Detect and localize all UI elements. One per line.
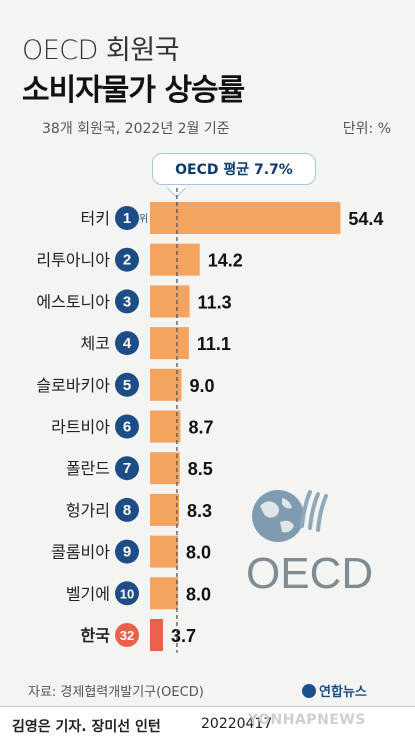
rank-number: 5 bbox=[123, 377, 131, 394]
footer-bar bbox=[0, 706, 415, 751]
chart-subtitle: 38개 회원국, 2022년 2월 기준 bbox=[42, 121, 230, 137]
rank-number: 2 bbox=[123, 252, 131, 269]
category-label: 체코 bbox=[81, 334, 110, 353]
oecd-logo-text: OECD bbox=[246, 549, 373, 598]
value-label: 8.3 bbox=[187, 501, 212, 521]
rank-badge bbox=[115, 289, 139, 314]
bar bbox=[150, 202, 341, 234]
rank-number: 9 bbox=[123, 544, 131, 561]
bar bbox=[150, 327, 189, 360]
rank-badge bbox=[115, 372, 139, 397]
bar-chart: 터키 1 위 54.4 리투아니아 2 14.2 에스토니아 3 11.3 체코 4 11.1 슬로바키아… bbox=[36, 188, 383, 653]
bar bbox=[150, 493, 180, 526]
bar bbox=[150, 535, 178, 568]
unit-label: 단위: % bbox=[342, 121, 391, 137]
value-label: 8.0 bbox=[186, 584, 211, 604]
rank-suffix: 위 bbox=[139, 212, 148, 225]
bars-layer: 터키 1 위 54.4 리투아니아 2 14.2 에스토니아 3 11.3 체코 4 11.1 슬로바키아… bbox=[36, 202, 383, 651]
rank-number: 7 bbox=[123, 460, 131, 477]
category-label: 리투아니아 bbox=[36, 251, 110, 270]
category-label: 에스토니아 bbox=[36, 292, 110, 311]
bar bbox=[150, 452, 180, 485]
rank-number: 8 bbox=[123, 502, 131, 519]
rank-number: 32 bbox=[120, 628, 134, 643]
value-label: 14.2 bbox=[208, 251, 243, 271]
rank-badge bbox=[115, 539, 139, 564]
value-label: 11.3 bbox=[198, 292, 232, 312]
value-label: 54.4 bbox=[348, 209, 383, 229]
rank-badge bbox=[115, 623, 139, 647]
category-label: 폴란드 bbox=[66, 459, 110, 478]
category-label: 콜롬비아 bbox=[51, 543, 110, 562]
bar bbox=[150, 410, 181, 443]
rank-badge bbox=[115, 206, 139, 230]
value-label: 8.5 bbox=[188, 459, 213, 479]
bar bbox=[150, 243, 200, 276]
rank-number: 3 bbox=[123, 293, 131, 310]
rank-badge bbox=[115, 247, 139, 272]
watermark: YONHAPNEWS bbox=[248, 712, 366, 728]
rank-badge bbox=[115, 331, 139, 356]
rank-number: 4 bbox=[123, 335, 132, 352]
bar bbox=[150, 285, 190, 318]
category-label: 터키 bbox=[81, 209, 110, 228]
rank-badge bbox=[115, 414, 139, 439]
source-note: 자료: 경제협력개발기구(OECD) bbox=[28, 685, 204, 700]
brand-logo: 연합뉴스 bbox=[302, 681, 367, 700]
brand-name: 연합뉴스 bbox=[319, 685, 367, 700]
rank-badge bbox=[115, 456, 139, 481]
category-label: 헝가리 bbox=[66, 501, 110, 520]
category-label: 라트비아 bbox=[51, 418, 110, 437]
bar bbox=[150, 619, 163, 651]
category-label: 슬로바키아 bbox=[36, 376, 110, 395]
category-label: 벨기에 bbox=[66, 584, 110, 603]
value-label: 8.0 bbox=[186, 543, 211, 563]
credit-date: 20220417 bbox=[201, 716, 273, 732]
average-badge: OECD 평균 7.7% bbox=[152, 153, 316, 185]
value-label: 3.7 bbox=[171, 626, 196, 646]
rank-number: 10 bbox=[120, 586, 134, 601]
value-label: 9.0 bbox=[190, 376, 215, 396]
rank-badge bbox=[115, 581, 139, 606]
category-label: 한국 bbox=[81, 626, 111, 645]
credit-text: 김영은 기자. 장미선 인턴 bbox=[12, 719, 161, 735]
bar bbox=[150, 368, 182, 401]
rank-badge bbox=[115, 497, 139, 522]
value-label: 8.7 bbox=[188, 418, 213, 438]
rank-number: 1 bbox=[123, 210, 131, 227]
oecd-logo: OECD bbox=[246, 490, 373, 598]
chart-title-line1: OECD 회원국 bbox=[22, 35, 180, 66]
value-label: 11.1 bbox=[197, 334, 231, 354]
bar bbox=[150, 577, 178, 610]
chart-title-line2: 소비자물가 상승률 bbox=[22, 73, 245, 108]
yonhap-icon bbox=[302, 684, 316, 698]
rank-number: 6 bbox=[123, 419, 131, 436]
